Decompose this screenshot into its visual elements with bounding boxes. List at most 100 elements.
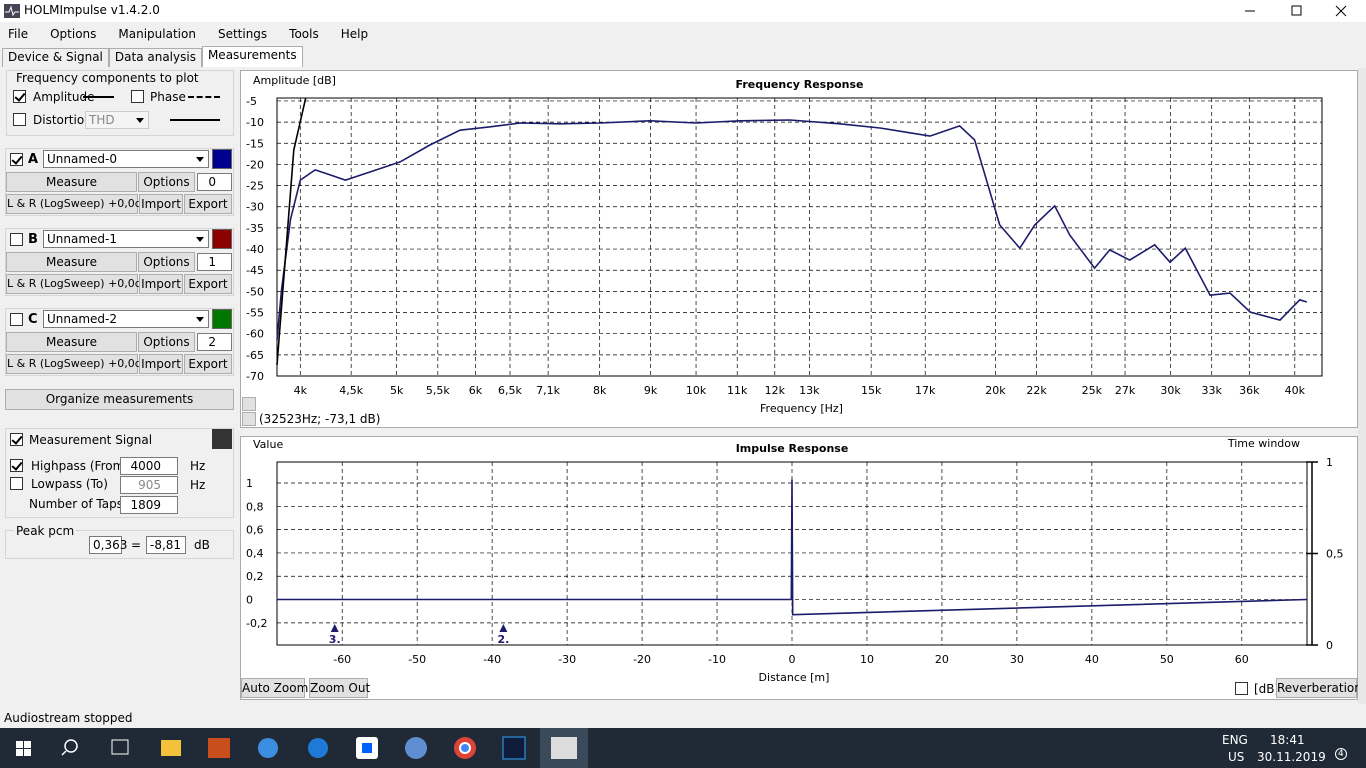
line-style [188,96,220,98]
export-button[interactable]: Export [184,194,232,214]
y-tick-label: -70 [246,370,264,383]
y-tick-label: 0,4 [246,547,264,560]
measurement-name[interactable]: Unnamed-2 [43,310,209,328]
tab[interactable]: Data analysis [108,48,202,67]
menu-item[interactable]: Help [340,27,369,41]
label: Phase [150,90,186,104]
import-button[interactable]: Import [139,274,183,294]
y-tick-label: -10 [246,116,264,129]
checkbox[interactable] [10,459,23,472]
color-swatch[interactable] [212,229,232,249]
checkbox[interactable] [10,433,23,446]
input[interactable]: 905 [120,476,178,494]
y-tick-label: -35 [246,222,264,235]
index-spinner[interactable]: 0 [197,173,232,191]
clock-date[interactable]: 30.11.2019 [1257,750,1326,764]
label: Number of Taps [29,497,123,511]
measurement-name[interactable]: Unnamed-1 [43,230,209,248]
input[interactable]: 4000 [120,457,178,475]
window-controls[interactable] [1235,0,1366,22]
export-button[interactable]: Export [184,274,232,294]
menu-item[interactable]: Settings [217,27,268,41]
label: Highpass (From) [31,459,129,473]
output: 0,363 [89,536,127,554]
y-axis-label: Amplitude [dB] [253,74,336,87]
measurement-group [5,308,234,376]
x-tick-label: 6,5k [498,384,522,397]
color-swatch[interactable] [212,429,232,449]
measurement-letter: C [28,312,38,327]
index-spinner[interactable]: 2 [197,333,232,351]
line-style [170,119,220,121]
x-tick-label: 20 [935,653,949,666]
zoom-out-button[interactable]: Zoom Out [309,678,370,698]
chart-title: Frequency Response [736,78,864,91]
measurement-name[interactable]: Unnamed-0 [43,150,209,168]
marker-label: 3. [329,633,341,646]
checkbox[interactable] [1235,682,1248,695]
color-swatch[interactable] [212,149,232,169]
y2-tick-label: 0 [1326,639,1333,652]
color-swatch[interactable] [212,309,232,329]
import-button[interactable]: Import [139,194,183,214]
checkbox[interactable] [10,477,23,490]
index-spinner[interactable]: 1 [197,253,232,271]
tab[interactable]: Measurements [201,46,303,67]
clock-time[interactable]: 18:41 [1270,733,1305,747]
input[interactable]: 1809 [120,496,178,514]
checkbox[interactable] [13,113,26,126]
dropdown[interactable]: THD [85,111,149,129]
menu-item[interactable]: Options [50,27,97,41]
x-tick-label: 10 [860,653,874,666]
scroll-up[interactable] [242,397,256,411]
cursor-readout: (32523Hz; -73,1 dB) [259,412,381,426]
scroll-down[interactable] [242,412,256,426]
taskbar-icons[interactable] [0,728,600,768]
y-tick-label: -40 [246,243,264,256]
import-button[interactable]: Import [139,354,183,374]
auto-zoom-button[interactable]: Auto Zoom [241,678,308,698]
menu-item[interactable]: File [8,27,29,41]
checkbox[interactable] [10,153,23,166]
line-style [83,96,114,98]
x-tick-label: -50 [408,653,426,666]
region[interactable]: US [1228,750,1245,764]
group-title: Peak pcm [14,524,77,538]
notification-count[interactable]: 4 [1335,748,1347,760]
x-tick-label: 40k [1285,384,1306,397]
y2-tick-label: 1 [1326,456,1333,469]
measure-button[interactable]: Measure [6,172,137,192]
reverberation-button[interactable]: Reverberation [1276,678,1362,698]
tab[interactable]: Device & Signal [2,48,109,67]
chart-title: Impulse Response [736,442,849,455]
series-line [276,119,1308,341]
export-button[interactable]: Export [184,354,232,374]
x-tick-label: 17k [915,384,936,397]
series-line [276,97,307,366]
y-tick-label: -20 [246,158,264,171]
frequency-group [6,70,234,136]
checkbox[interactable] [10,233,23,246]
options-button[interactable]: Options [138,332,195,352]
charts: 4k 4,5k 5k 5,5k 6k 6,5k 7,1k 8k 9k 10k 11k 12k 13k 15… [246,74,1344,684]
x-tick-label: 4k [294,384,308,397]
measure-button[interactable]: Measure [6,332,137,352]
language[interactable]: ENG [1222,733,1248,747]
x-tick-label: -30 [558,653,576,666]
x-tick-label: 25k [1082,384,1103,397]
menu-item[interactable]: Manipulation [118,27,196,41]
checkbox[interactable] [13,90,26,103]
x-tick-label: 15k [861,384,882,397]
checkbox[interactable] [131,90,144,103]
options-button[interactable]: Options [138,252,195,272]
options-button[interactable]: Options [138,172,195,192]
x-tick-label: -20 [633,653,651,666]
x-tick-label: 20k [985,384,1006,397]
menu-item[interactable]: Tools [289,27,319,41]
checkbox[interactable] [10,313,23,326]
y2-tick-label: 0,5 [1326,548,1344,561]
organize-button[interactable]: Organize measurements [5,389,234,410]
measure-button[interactable]: Measure [6,252,137,272]
signal-group [5,428,234,518]
